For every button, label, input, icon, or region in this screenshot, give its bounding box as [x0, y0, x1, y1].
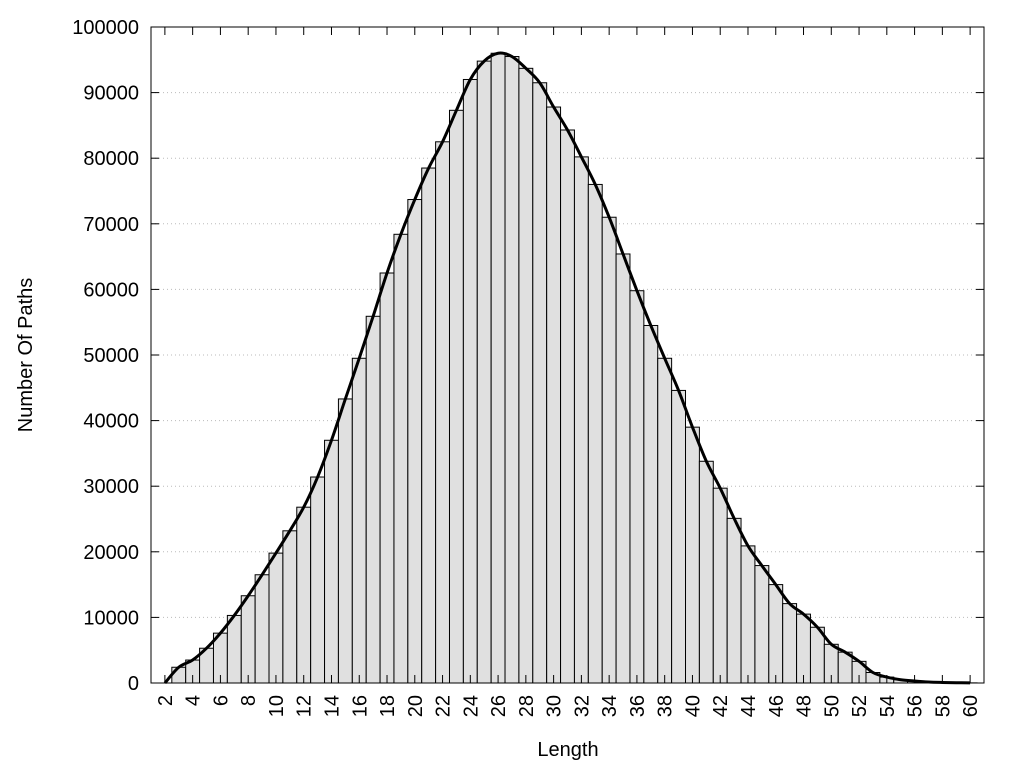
y-axis-label: Number Of Paths — [15, 278, 37, 433]
bar — [337, 398, 353, 684]
y-tick-label: 60000 — [83, 279, 139, 301]
bar — [532, 82, 548, 684]
bar — [546, 106, 562, 684]
bar — [296, 506, 312, 684]
bar — [490, 52, 506, 684]
x-tick-label: 26 — [488, 695, 510, 717]
bar — [254, 574, 270, 684]
x-tick-label: 18 — [377, 695, 399, 717]
bar — [629, 290, 645, 684]
bar — [282, 530, 298, 684]
bar — [504, 56, 520, 684]
bar — [573, 156, 589, 684]
bar — [712, 487, 728, 684]
bar — [726, 517, 742, 684]
x-tick-label: 52 — [849, 695, 871, 717]
x-tick-label: 6 — [210, 695, 232, 706]
x-tick-label: 30 — [544, 695, 566, 717]
x-tick-label: 10 — [266, 695, 288, 717]
bar — [518, 67, 534, 684]
bar — [740, 545, 756, 684]
y-tick-label: 90000 — [83, 83, 139, 105]
x-tick-label: 20 — [405, 695, 427, 717]
x-tick-label: 22 — [433, 695, 455, 717]
x-tick-label: 42 — [710, 695, 732, 717]
y-tick-label: 40000 — [83, 411, 139, 433]
bar — [643, 324, 659, 684]
x-tick-label: 8 — [238, 695, 260, 706]
bar — [268, 552, 284, 684]
plot-frame — [150, 26, 985, 684]
bar — [407, 199, 423, 684]
x-tick-label: 36 — [627, 695, 649, 717]
bar — [351, 357, 367, 684]
bar — [754, 565, 770, 684]
bar — [324, 439, 339, 684]
bar — [240, 595, 256, 684]
x-tick-label: 32 — [571, 695, 593, 717]
bar — [310, 476, 326, 684]
x-tick-label: 40 — [682, 695, 704, 717]
bar — [587, 183, 603, 684]
bar — [671, 389, 687, 684]
bar — [685, 426, 700, 684]
x-tick-label: 28 — [516, 695, 538, 717]
y-tick-label: 50000 — [83, 345, 139, 367]
y-tick-label: 20000 — [83, 542, 139, 564]
x-tick-label: 54 — [877, 695, 899, 717]
bar — [476, 60, 492, 684]
y-tick-label: 10000 — [83, 607, 139, 629]
bar — [448, 109, 464, 684]
y-tick-label: 80000 — [83, 148, 139, 170]
x-tick-label: 48 — [794, 695, 816, 717]
bar — [698, 460, 714, 684]
x-tick-label: 58 — [932, 695, 954, 717]
bar — [365, 315, 381, 684]
bar — [782, 603, 798, 684]
y-tick-label: 70000 — [83, 214, 139, 236]
x-axis-label: Length — [537, 739, 598, 761]
x-tick-label: 4 — [183, 695, 205, 706]
y-tick-label: 30000 — [83, 476, 139, 498]
x-tick-label: 12 — [294, 695, 316, 717]
bar — [421, 167, 437, 684]
x-tick-label: 38 — [655, 695, 677, 717]
x-tick-label: 60 — [960, 695, 982, 717]
x-tick-label: 14 — [321, 695, 343, 717]
bar — [768, 584, 784, 684]
x-tick-label: 24 — [460, 695, 482, 717]
x-tick-label: 46 — [766, 695, 788, 717]
bar — [601, 216, 617, 684]
bar — [796, 613, 811, 684]
x-tick-label: 2 — [155, 695, 177, 706]
y-tick-label: 100000 — [72, 17, 139, 39]
bar — [379, 272, 395, 684]
curve — [163, 51, 971, 685]
bar — [657, 357, 673, 684]
y-tick-label: 0 — [128, 673, 139, 695]
bar — [462, 78, 478, 684]
x-tick-label: 56 — [905, 695, 927, 717]
x-tick-label: 50 — [821, 695, 843, 717]
bar — [615, 253, 631, 684]
bar — [171, 666, 187, 684]
bar — [560, 129, 575, 684]
x-tick-label: 34 — [599, 695, 621, 717]
x-tick-label: 44 — [738, 695, 760, 717]
x-tick-label: 16 — [349, 695, 371, 717]
bar — [435, 141, 450, 684]
bar — [393, 233, 409, 684]
bar — [226, 614, 242, 684]
